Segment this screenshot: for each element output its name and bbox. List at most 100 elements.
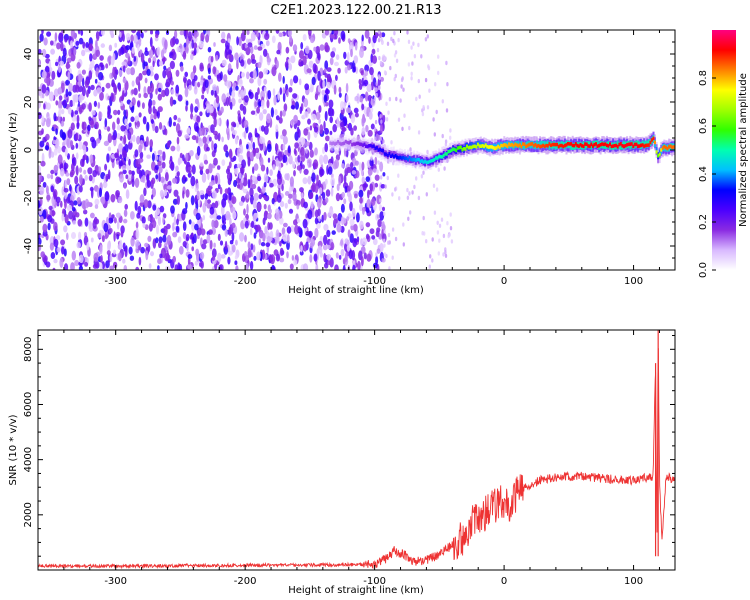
- ridge-cell: [607, 144, 610, 148]
- noise-speckle: [90, 84, 95, 91]
- noise-speckle: [209, 239, 213, 250]
- noise-speckle: [127, 131, 132, 141]
- ridge-cell: [400, 156, 403, 160]
- noise-speckle: [236, 36, 240, 46]
- noise-speckle: [65, 88, 69, 98]
- noise-speckle: [194, 80, 197, 90]
- noise-speckle: [93, 252, 99, 262]
- noise-speckle: [354, 160, 359, 166]
- noise-speckle: [213, 157, 218, 166]
- ridge-cell: [540, 140, 543, 148]
- noise-speckle: [379, 161, 384, 172]
- noise-speckle: [438, 238, 441, 243]
- noise-speckle: [188, 219, 192, 225]
- noise-speckle: [288, 155, 293, 165]
- noise-speckle: [152, 204, 157, 211]
- ridge-cell: [351, 139, 354, 147]
- noise-speckle: [347, 51, 350, 62]
- noise-speckle: [266, 113, 272, 124]
- ridge-cell: [506, 144, 509, 148]
- noise-speckle: [108, 44, 113, 52]
- noise-speckle: [307, 131, 311, 141]
- ridge-cell: [609, 142, 611, 146]
- ridge-cell: [475, 145, 478, 149]
- noise-speckle: [274, 109, 278, 116]
- noise-speckle: [283, 222, 288, 228]
- noise-speckle: [179, 43, 183, 49]
- noise-speckle: [90, 120, 95, 129]
- noise-speckle: [262, 109, 267, 115]
- ridge-cell: [567, 142, 569, 146]
- noise-speckle: [109, 227, 113, 234]
- noise-speckle: [344, 252, 348, 262]
- noise-speckle: [103, 140, 109, 147]
- noise-speckle: [62, 47, 67, 57]
- noise-speckle: [82, 154, 88, 161]
- noise-speckle: [56, 247, 61, 253]
- ridge-cell: [668, 145, 670, 149]
- noise-speckle: [156, 109, 160, 119]
- noise-speckle: [446, 221, 449, 226]
- noise-speckle: [74, 175, 79, 185]
- noise-speckle: [259, 136, 264, 145]
- noise-speckle: [55, 176, 60, 185]
- noise-speckle: [417, 78, 420, 84]
- noise-speckle: [68, 49, 72, 57]
- ridge-cell: [584, 142, 587, 150]
- noise-speckle: [323, 94, 328, 103]
- snr-series: [38, 330, 675, 570]
- noise-speckle: [294, 101, 299, 110]
- noise-speckle: [346, 239, 350, 246]
- noise-speckle: [88, 220, 92, 230]
- noise-speckle: [143, 199, 149, 209]
- noise-speckle: [113, 83, 117, 93]
- ridge-cell: [522, 142, 524, 150]
- noise-speckle: [160, 49, 165, 59]
- noise-speckle: [394, 187, 397, 192]
- ridge-cell: [402, 155, 405, 160]
- noise-speckle: [234, 52, 239, 61]
- noise-speckle: [332, 124, 338, 133]
- noise-speckle: [365, 222, 371, 228]
- ridge-cell: [573, 143, 576, 148]
- noise-speckle: [282, 154, 288, 163]
- noise-speckle: [375, 133, 381, 141]
- ridge-cell: [408, 155, 411, 160]
- noise-speckle: [56, 235, 61, 241]
- noise-speckle: [77, 30, 81, 35]
- noise-speckle: [351, 170, 357, 175]
- noise-speckle: [449, 128, 452, 133]
- noise-speckle: [133, 55, 137, 62]
- noise-speckle: [44, 77, 49, 84]
- noise-speckle: [299, 106, 303, 114]
- noise-speckle: [124, 203, 128, 210]
- noise-speckle: [48, 91, 54, 102]
- noise-speckle: [202, 239, 208, 245]
- ridge-cell: [626, 143, 629, 147]
- noise-speckle: [190, 53, 194, 61]
- noise-speckle: [306, 237, 312, 244]
- noise-speckle: [250, 45, 254, 54]
- noise-speckle: [71, 232, 76, 239]
- noise-speckle: [206, 234, 211, 244]
- noise-speckle: [271, 264, 276, 270]
- noise-speckle: [113, 231, 116, 242]
- noise-speckle: [78, 265, 83, 270]
- noise-speckle: [166, 71, 171, 79]
- noise-speckle: [208, 229, 213, 235]
- ridge-cell: [334, 142, 336, 146]
- noise-speckle: [303, 111, 309, 119]
- noise-speckle: [102, 181, 108, 189]
- noise-speckle: [326, 244, 331, 250]
- noise-speckle: [53, 221, 58, 232]
- noise-speckle: [125, 45, 131, 51]
- noise-speckle: [175, 165, 179, 172]
- noise-speckle: [219, 187, 223, 195]
- noise-speckle: [157, 160, 162, 167]
- noise-speckle: [140, 32, 144, 39]
- noise-speckle: [231, 244, 236, 253]
- noise-speckle: [117, 109, 121, 115]
- noise-speckle: [127, 173, 132, 182]
- noise-speckle: [39, 216, 44, 223]
- noise-speckle: [272, 164, 276, 171]
